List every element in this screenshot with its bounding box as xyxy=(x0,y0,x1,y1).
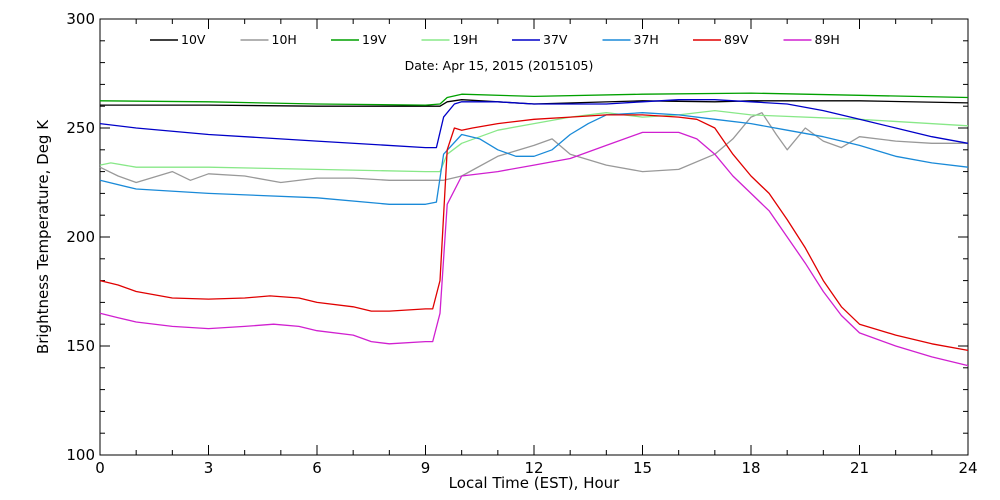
legend-label-37v: 37V xyxy=(543,32,568,47)
x-tick-label: 21 xyxy=(850,459,869,477)
x-tick-label: 6 xyxy=(312,459,322,477)
legend-label-19v: 19V xyxy=(362,32,387,47)
series-lines xyxy=(99,92,969,367)
x-tick-label: 18 xyxy=(741,459,760,477)
series-line-19h xyxy=(99,109,969,173)
legend: 10V 10H 19V 19H 37V 37H 89V 89H xyxy=(150,32,840,47)
x-axis-label: Local Time (EST), Hour xyxy=(449,474,620,492)
y-axis-label: Brightness Temperature, Deg K xyxy=(34,119,52,354)
legend-label-89v: 89V xyxy=(724,32,749,47)
y-tick-label: 300 xyxy=(66,10,95,28)
x-tick-label: 12 xyxy=(524,459,543,477)
plot-frame xyxy=(99,18,969,456)
x-tick-label: 3 xyxy=(204,459,214,477)
y-tick-label: 200 xyxy=(66,228,95,246)
x-tick-label: 9 xyxy=(421,459,431,477)
y-tick-label: 100 xyxy=(66,446,95,464)
series-line-89v xyxy=(99,114,969,352)
y-tick-label: 250 xyxy=(66,119,95,137)
x-tick-label: 0 xyxy=(95,459,105,477)
y-tick-label: 150 xyxy=(66,337,95,355)
series-line-19v xyxy=(99,92,969,106)
tick-marks xyxy=(99,18,969,456)
legend-label-19h: 19H xyxy=(453,32,478,47)
legend-label-37h: 37H xyxy=(634,32,659,47)
tick-labels: 0 3 6 9 12 15 18 21 24 100 150 200 250 300 xyxy=(66,10,977,477)
series-line-37v xyxy=(99,99,969,149)
series-line-37h xyxy=(99,112,969,205)
series-line-10v xyxy=(100,99,969,107)
legend-label-89h: 89H xyxy=(815,32,840,47)
x-tick-label: 15 xyxy=(633,459,652,477)
legend-label-10v: 10V xyxy=(181,32,206,47)
x-tick-label: 24 xyxy=(958,459,977,477)
series-line-89h xyxy=(99,131,969,367)
legend-label-10h: 10H xyxy=(272,32,297,47)
chart-subtitle: Date: Apr 15, 2015 (2015105) xyxy=(405,58,594,73)
